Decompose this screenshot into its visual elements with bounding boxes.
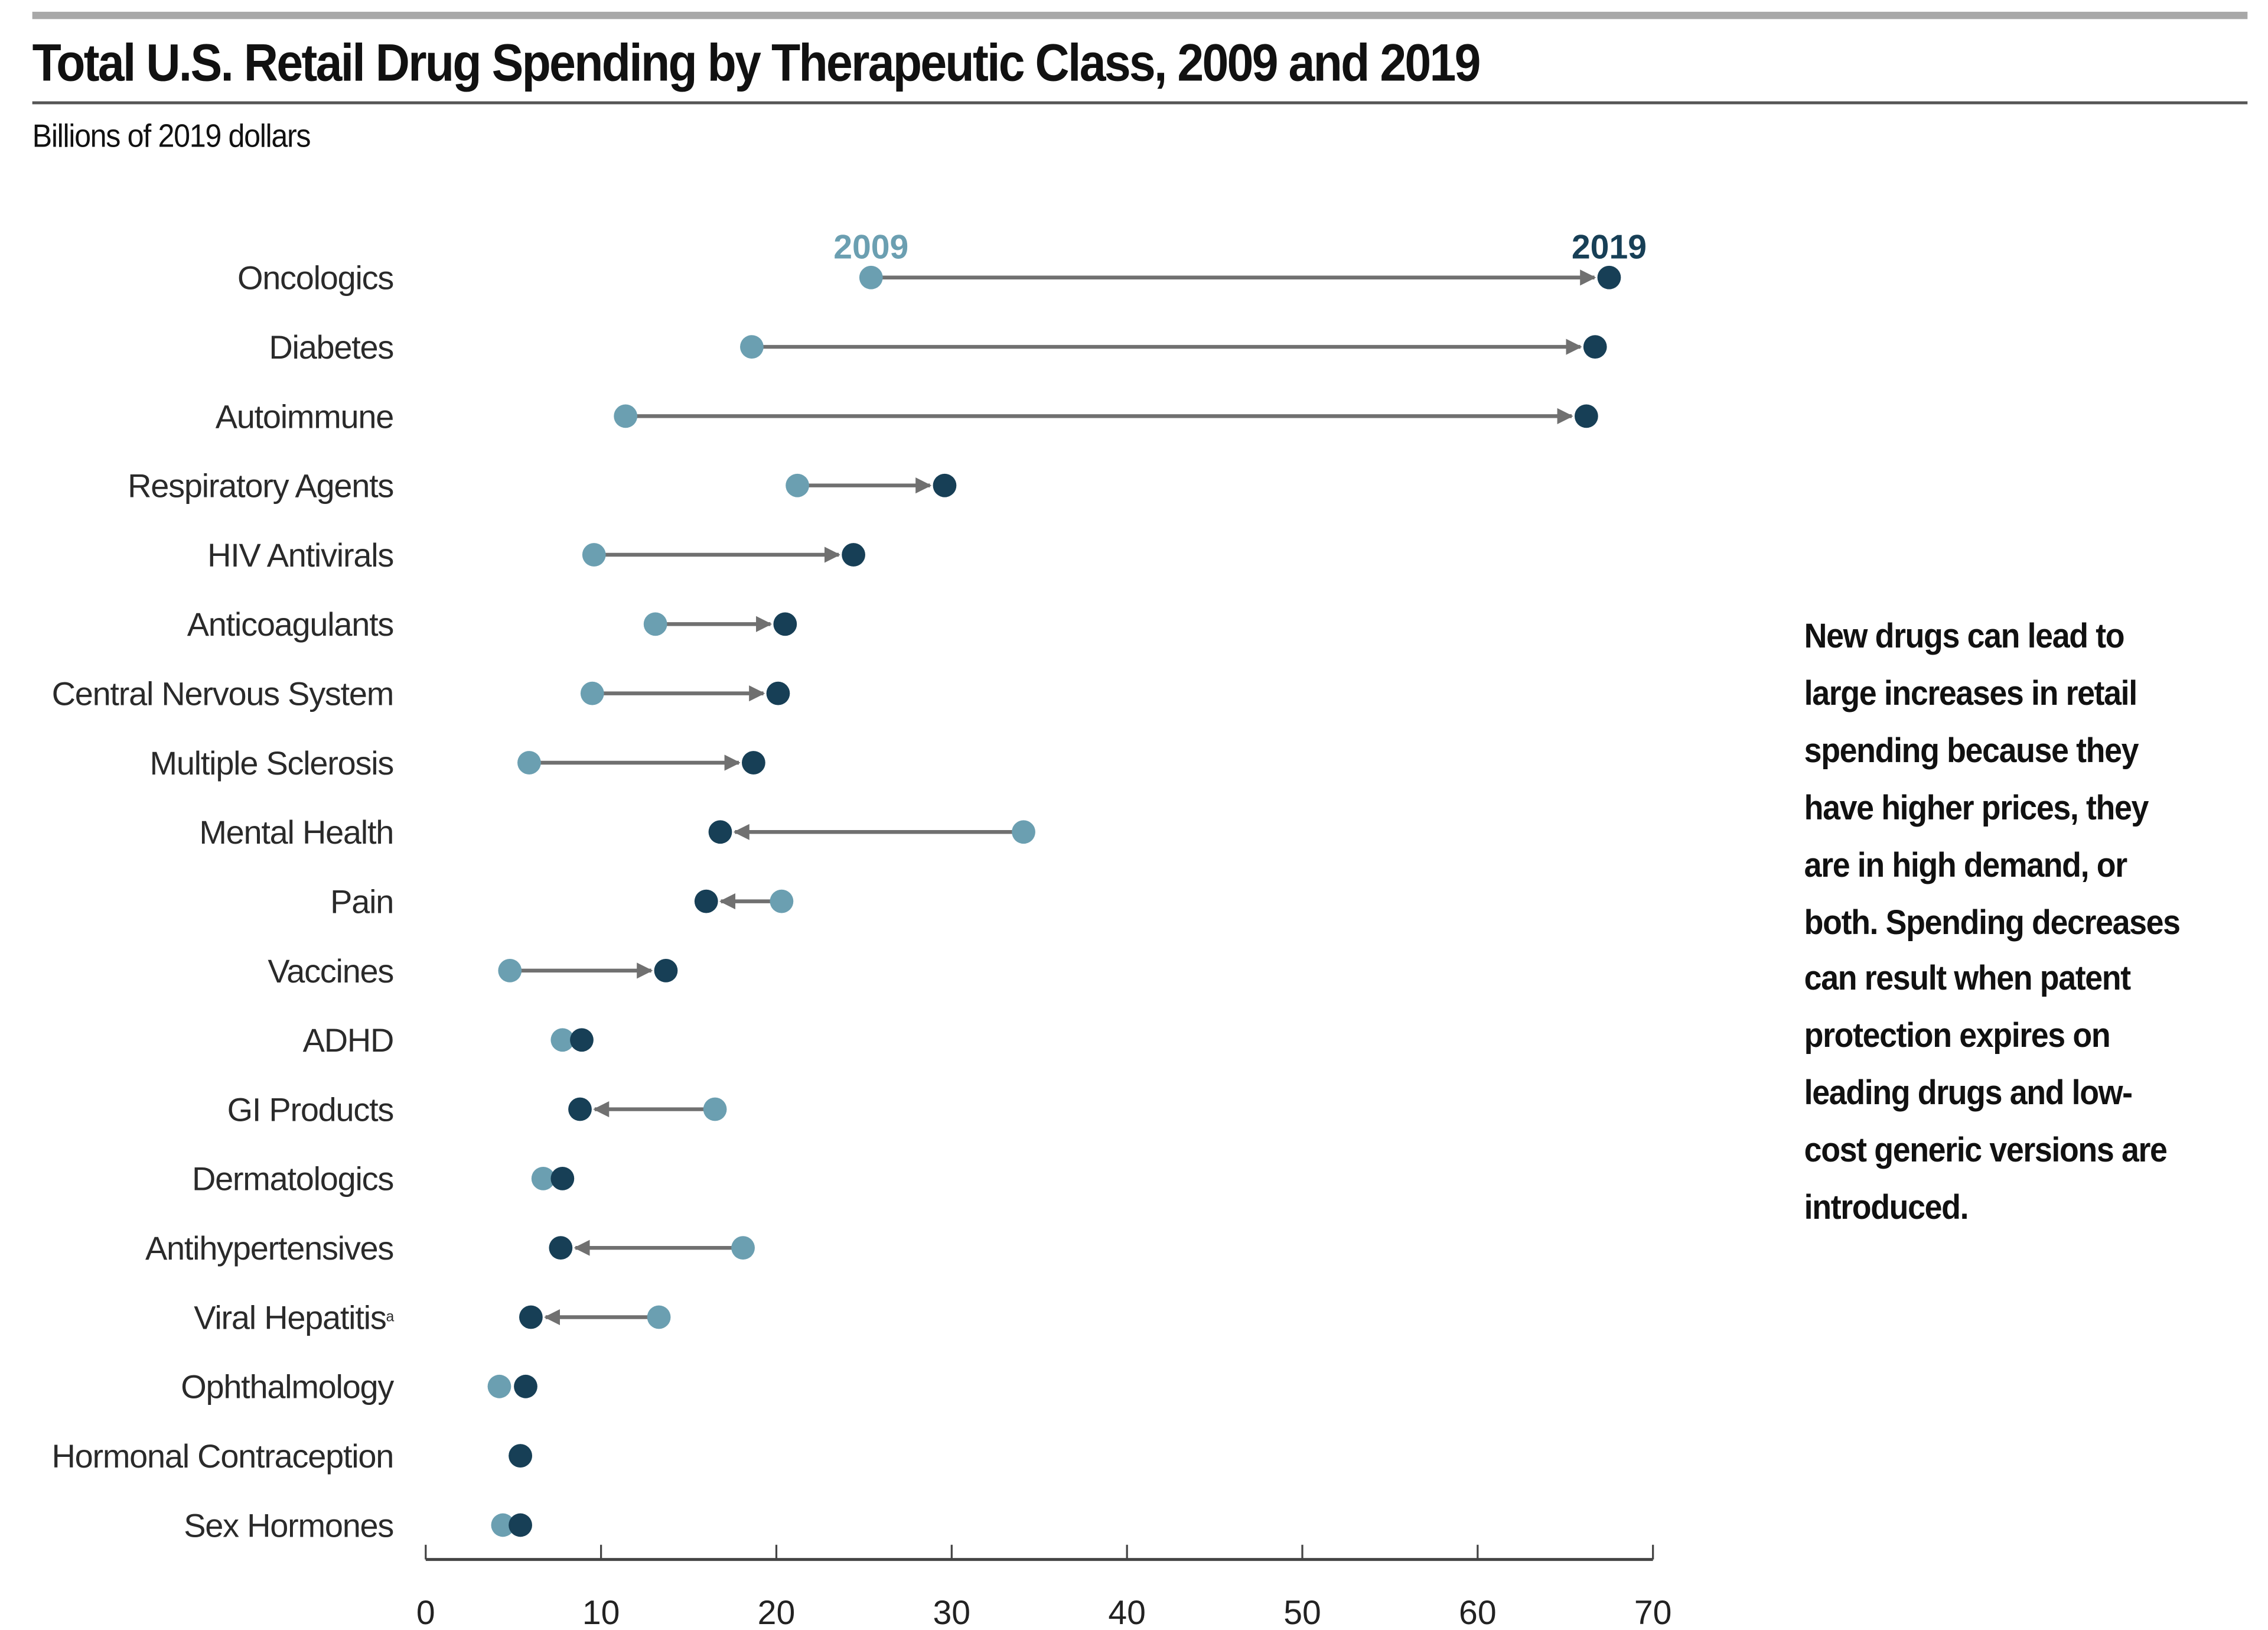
dot-2019 xyxy=(842,543,865,567)
category-label: Oncologics xyxy=(237,259,393,297)
note-line: large increases in retail xyxy=(1804,674,2137,712)
category-label: Antihypertensives xyxy=(145,1229,393,1267)
dot-2019 xyxy=(766,681,790,705)
dot-2009 xyxy=(517,751,541,775)
dot-2009 xyxy=(550,1028,575,1052)
dot-2009 xyxy=(731,1236,755,1260)
category-label: Ophthalmology xyxy=(181,1368,394,1405)
dot-2019 xyxy=(694,889,718,913)
dot-2019 xyxy=(568,1097,592,1121)
note-line: both. Spending decreases xyxy=(1804,902,2181,941)
annotation-note: New drugs can lead to large increases in … xyxy=(1804,608,2212,1237)
note-line: protection expires on xyxy=(1804,1016,2111,1055)
category-label: Vaccines xyxy=(268,952,393,990)
category-label: Anticoagulants xyxy=(187,606,393,643)
dot-2009 xyxy=(487,1374,511,1398)
dot-2009 xyxy=(582,543,606,567)
category-label: Pain xyxy=(330,883,393,920)
category-label: ADHD xyxy=(303,1021,393,1059)
dot-2009 xyxy=(580,681,604,705)
note-line: introduced. xyxy=(1804,1187,1969,1226)
x-tick-label: 0 xyxy=(416,1594,435,1630)
category-label: Dermatologics xyxy=(192,1160,393,1198)
x-tick-label: 60 xyxy=(1459,1594,1497,1630)
dot-2009 xyxy=(859,265,883,289)
dot-2009 xyxy=(531,1166,555,1190)
legend-2009: 2009 xyxy=(833,228,908,266)
note-line: spending because they xyxy=(1804,731,2139,769)
note-line: New drugs can lead to xyxy=(1804,616,2125,655)
category-label: Mental Health xyxy=(199,814,393,851)
dot-2019 xyxy=(519,1305,543,1329)
dot-2019 xyxy=(742,751,765,775)
category-label: Viral Hepatitisa xyxy=(194,1299,394,1336)
note-line: have higher prices, they xyxy=(1804,788,2149,827)
dot-2019 xyxy=(933,473,957,497)
dot-2009 xyxy=(643,612,667,636)
dot-2009 xyxy=(498,959,522,982)
category-label: HIV Antivirals xyxy=(207,536,393,574)
chart-subtitle: Billions of 2019 dollars xyxy=(32,117,311,154)
dot-2019 xyxy=(1583,335,1607,359)
x-tick-label: 40 xyxy=(1108,1594,1146,1630)
dot-2009 xyxy=(491,1513,515,1537)
dot-2009 xyxy=(740,335,764,359)
chart-title: Total U.S. Retail Drug Spending by Thera… xyxy=(32,32,1481,93)
dot-2019 xyxy=(509,1513,532,1537)
top-bar xyxy=(32,11,2248,19)
dot-2019 xyxy=(509,1444,532,1468)
dot-2019 xyxy=(773,612,797,636)
dot-2009 xyxy=(1012,820,1035,844)
x-tick-label: 10 xyxy=(582,1594,620,1630)
dot-2009 xyxy=(703,1097,727,1121)
dot-2019 xyxy=(514,1374,537,1398)
title-rule xyxy=(32,101,2248,105)
x-tick-label: 70 xyxy=(1634,1594,1672,1630)
category-label: Respiratory Agents xyxy=(128,467,393,505)
x-tick-label: 30 xyxy=(933,1594,971,1630)
category-label: Autoimmune xyxy=(216,398,393,435)
category-label: Central Nervous System xyxy=(52,675,394,712)
category-label: GI Products xyxy=(227,1091,394,1128)
dot-2019 xyxy=(708,820,732,844)
note-line: leading drugs and low- xyxy=(1804,1073,2133,1112)
dot-2009 xyxy=(647,1305,671,1329)
footnote-mark: a xyxy=(386,1309,395,1325)
note-line: cost generic versions are xyxy=(1804,1131,2168,1169)
dot-2019 xyxy=(1597,265,1621,289)
x-tick-label: 20 xyxy=(758,1594,796,1630)
dot-2009 xyxy=(786,473,809,497)
category-label: Diabetes xyxy=(269,328,393,366)
dot-2009 xyxy=(770,889,794,913)
category-label: Multiple Sclerosis xyxy=(150,744,394,782)
dot-2019 xyxy=(550,1166,575,1190)
category-label: Sex Hormones xyxy=(184,1507,393,1544)
note-line: are in high demand, or xyxy=(1804,845,2127,884)
dot-2019 xyxy=(570,1028,594,1052)
note-line: can result when patent xyxy=(1804,959,2131,998)
legend-2019: 2019 xyxy=(1572,228,1647,266)
category-label: Hormonal Contraception xyxy=(51,1437,393,1475)
dot-2009 xyxy=(614,404,638,428)
dot-2019 xyxy=(1574,404,1598,428)
dot-2019 xyxy=(549,1236,573,1260)
x-tick-label: 50 xyxy=(1283,1594,1321,1630)
dot-2019 xyxy=(654,959,678,982)
